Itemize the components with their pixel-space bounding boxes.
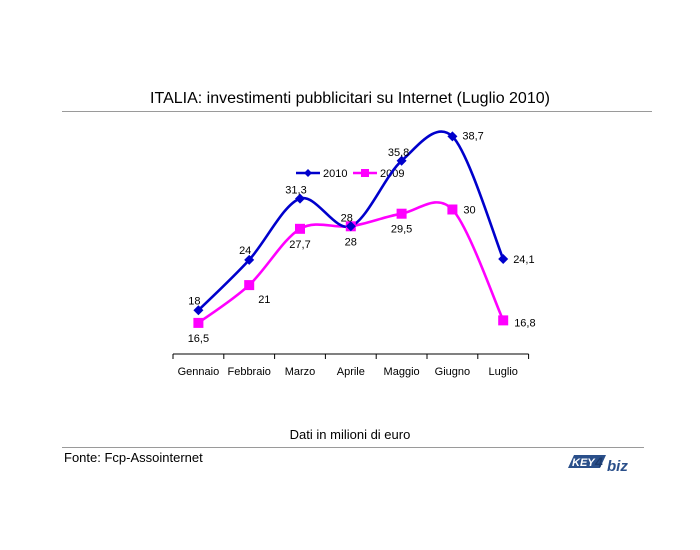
x-tick-label-maggio: Maggio: [384, 366, 420, 378]
data-label-2010-6: 24,1: [513, 254, 534, 266]
data-point-2009-6: [498, 315, 509, 326]
key4biz-logo[interactable]: KEY 4 biz: [566, 452, 640, 474]
svg-text:KEY: KEY: [572, 457, 596, 469]
data-point-2009-0: [193, 317, 204, 328]
chart-title: ITALIA: investimenti pubblicitari su Int…: [150, 90, 550, 107]
data-label-2010-3: 28: [341, 212, 353, 224]
data-point-2009-4: [396, 208, 407, 219]
footer-divider: [62, 447, 644, 448]
data-label-2009-6: 16,8: [514, 317, 535, 329]
data-label-2010-2: 31,3: [285, 185, 306, 197]
chart-legend: 2010 2009: [296, 168, 404, 180]
data-label-2009-0: 16,5: [188, 333, 209, 345]
series-markers: [193, 131, 509, 328]
data-label-2009-1: 21: [258, 294, 270, 306]
units-note: Dati in milioni di euro: [289, 427, 411, 442]
legend-marker-2009: [361, 169, 369, 177]
data-point-2010-0: [193, 305, 204, 316]
x-tick-label-aprile: Aprile: [337, 366, 365, 378]
title-divider: [62, 111, 652, 112]
x-tick-label-luglio: Luglio: [489, 366, 518, 378]
data-point-2010-5: [447, 131, 458, 142]
svg-text:4: 4: [594, 454, 603, 470]
data-point-2009-5: [447, 204, 458, 215]
legend-marker-2010: [304, 169, 312, 177]
x-tick-label-marzo: Marzo: [285, 366, 316, 378]
data-label-2010-4: 35,8: [388, 147, 409, 159]
x-tick-label-gennaio: Gennaio: [178, 366, 220, 378]
x-axis: Gennaio Febbraio Marzo Aprile Maggio Giugno Lu…: [172, 353, 530, 378]
data-labels: 16,5 21 27,7 28 29,5 30 16,8 18 24 31,3 28 35,8 38,7…: [188, 130, 536, 344]
data-point-2010-4: [396, 155, 407, 166]
data-point-2009-2: [295, 223, 305, 234]
data-label-2009-4: 29,5: [391, 224, 412, 236]
source-text: Fonte: Fcp-Assointernet: [64, 450, 203, 465]
data-point-2010-3: [345, 221, 356, 232]
data-label-2009-2: 27,7: [289, 239, 310, 251]
data-label-2009-3: 28: [345, 236, 357, 248]
legend-label-2010: 2010: [323, 168, 347, 180]
data-label-2010-0: 18: [188, 295, 200, 307]
data-point-2009-1: [244, 280, 255, 291]
data-point-2010-1: [244, 254, 255, 265]
x-tick-label-febbraio: Febbraio: [227, 366, 270, 378]
data-label-2010-5: 38,7: [462, 130, 483, 142]
data-label-2009-5: 30: [463, 205, 475, 217]
data-point-2010-2: [295, 193, 305, 204]
data-point-2010-6: [498, 254, 509, 265]
x-tick-label-giugno: Giugno: [435, 366, 470, 378]
svg-text:biz: biz: [607, 458, 628, 474]
data-label-2010-1: 24: [239, 245, 251, 257]
logo-shape: [568, 455, 606, 468]
